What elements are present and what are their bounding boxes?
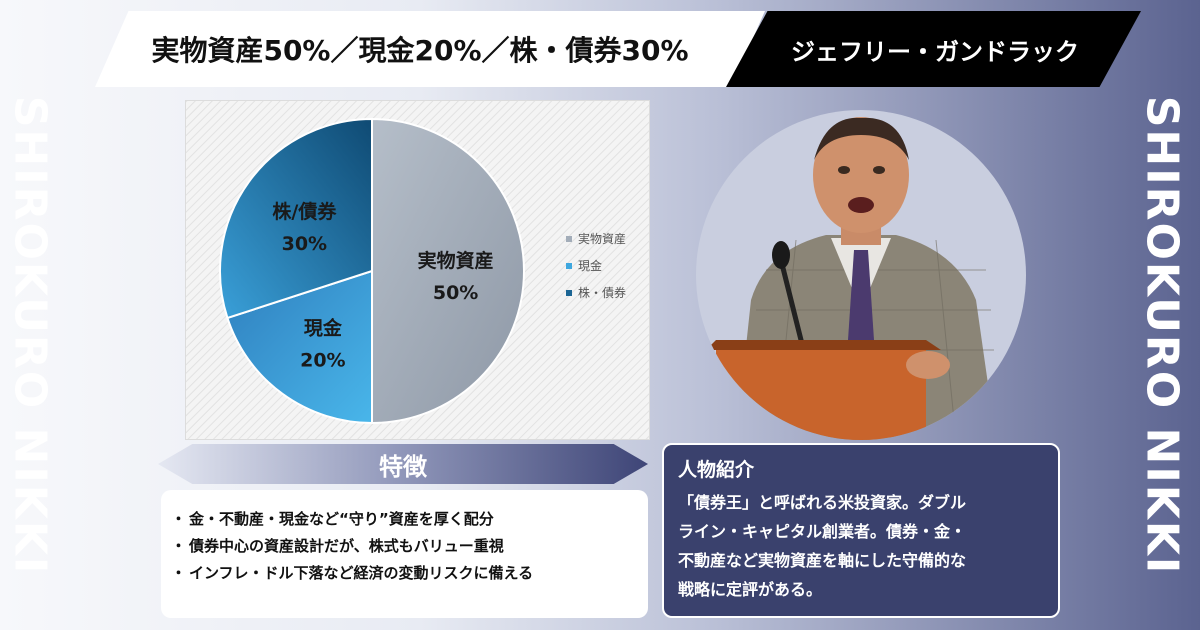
chart-panel: 実物資産 50% 現金 20% 株/債券 30% 実物資産 現金 株・債券 — [185, 100, 650, 440]
slice-label-value: 20% — [300, 350, 345, 372]
tie — [848, 250, 874, 355]
legend-label: 株・債券 — [578, 285, 626, 300]
profile-line: 「債券王」と呼ばれる米投資家。ダブル — [678, 493, 967, 512]
microphone-icon — [772, 241, 790, 269]
feature-item-text: インフレ・ドル下落など経済の変動リスクに備える — [189, 564, 534, 582]
legend-swatch — [566, 263, 572, 269]
bullet-icon: ・ — [171, 564, 187, 582]
slice-label-name: 株/債券 — [272, 200, 337, 223]
bullet-icon: ・ — [171, 537, 187, 555]
portrait-circle — [696, 110, 1026, 440]
feature-item: ・インフレ・ドル下落など経済の変動リスクに備える — [171, 560, 640, 587]
slice-label-name: 現金 — [304, 317, 343, 340]
legend-label: 現金 — [578, 258, 602, 273]
side-watermark-left: SHIROKURO NIKKI — [0, 95, 60, 575]
feature-item: ・金・不動産・現金など“守り”資産を厚く配分 — [171, 506, 640, 533]
features-list: ・金・不動産・現金など“守り”資産を厚く配分 ・債券中心の資産設計だが、株式もバ… — [161, 490, 648, 618]
profile-line: 不動産など実物資産を軸にした守備的な — [678, 551, 967, 570]
feature-item-text: 金・不動産・現金など“守り”資産を厚く配分 — [189, 510, 494, 528]
pie-slice-1 — [226, 269, 373, 425]
feature-item: ・債券中心の資産設計だが、株式もバリュー重視 — [171, 533, 640, 560]
pie-slice-2 — [219, 117, 373, 320]
pie-slice-0 — [371, 117, 525, 425]
slice-label-value: 50% — [433, 282, 478, 304]
side-watermark-right: SHIROKURO NIKKI — [1132, 95, 1192, 575]
profile-title: 人物紹介 — [678, 459, 755, 481]
hand — [906, 351, 950, 379]
side-watermark-left-text: SHIROKURO NIKKI — [4, 95, 56, 575]
bullet-icon: ・ — [171, 510, 187, 528]
speaker-at-podium-illustration — [706, 117, 996, 440]
side-watermark-right-text: SHIROKURO NIKKI — [1136, 95, 1188, 575]
slice-label-value: 30% — [282, 233, 327, 255]
podium — [716, 340, 926, 440]
title-banner — [95, 11, 765, 87]
profile-line: ライン・キャピタル創業者。債券・金・ — [678, 522, 967, 541]
slice-label-name: 実物資産 — [418, 249, 494, 272]
profile-box: 人物紹介 「債券王」と呼ばれる米投資家。ダブル ライン・キャピタル創業者。債券・… — [662, 443, 1060, 618]
legend-label: 実物資産 — [578, 231, 626, 246]
page-title: 実物資産50%／現金20%／株・債券30% — [151, 34, 689, 67]
head — [813, 117, 909, 233]
hair — [814, 117, 909, 160]
profile-line: 戦略に定評がある。 — [678, 580, 823, 599]
legend-swatch — [566, 290, 572, 296]
feature-item-text: 債券中心の資産設計だが、株式もバリュー重視 — [189, 537, 504, 555]
features-banner — [158, 444, 648, 484]
name-banner — [726, 11, 1141, 87]
legend-swatch — [566, 236, 572, 242]
person-name: ジェフリー・ガンドラック — [791, 37, 1079, 66]
features-title: 特徴 — [379, 452, 427, 481]
